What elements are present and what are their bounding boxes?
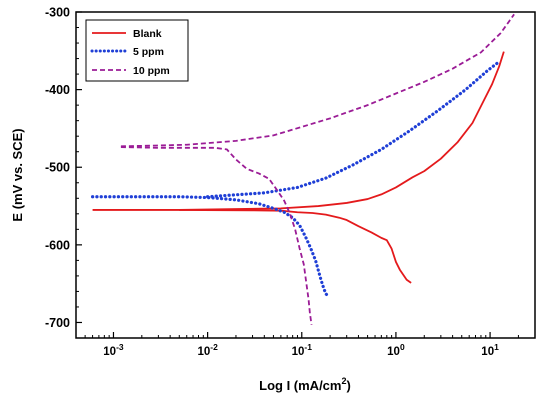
x-tick-base-0: 10	[103, 346, 116, 358]
series-layer	[90, 13, 515, 325]
series-1-cathodic-line	[90, 195, 331, 299]
series-1-anodic-line	[206, 60, 501, 199]
x-axis: 10-3 10-2 10-1 100 101	[75, 332, 536, 358]
y-axis: -300 -400 -500 -600 -700	[45, 6, 82, 339]
legend: Blank 5 ppm 10 ppm	[85, 19, 189, 82]
y-tick-label-0: -300	[45, 6, 70, 20]
x-tick-label-2: 10-1	[292, 342, 313, 358]
x-tick-base-3: 10	[387, 346, 400, 358]
x-tick-label-4: 101	[481, 342, 499, 358]
x-tick-label-3: 100	[387, 342, 405, 358]
x-tick-exponent-2: -1	[304, 342, 312, 352]
y-tick-label-4: -700	[45, 316, 70, 330]
x-tick-exponent-1: -2	[210, 342, 218, 352]
x-tick-exponent-3: 0	[400, 342, 405, 352]
series-2-cathodic-line	[120, 146, 313, 325]
x-tick-base-4: 10	[481, 346, 494, 358]
x-axis-label-main: Log I (mA/cm	[259, 378, 341, 393]
x-tick-base-2: 10	[292, 346, 305, 358]
series-0-anodic-line	[179, 51, 505, 211]
x-axis-label: Log I (mA/cm2)	[259, 376, 351, 393]
x-tick-base-1: 10	[197, 346, 210, 358]
x-tick-label-1: 10-2	[197, 342, 218, 358]
legend-label-blank: Blank	[133, 28, 162, 40]
plot-frame	[75, 11, 536, 339]
x-tick-exponent-4: 1	[494, 342, 499, 352]
x-axis-label-end: )	[347, 378, 351, 393]
series-0-cathodic-line	[92, 209, 412, 284]
x-tick-exponent-0: -3	[116, 342, 124, 352]
y-tick-label-2: -500	[45, 161, 70, 175]
x-tick-label-0: 10-3	[103, 342, 124, 358]
legend-label-5ppm: 5 ppm	[133, 46, 164, 58]
y-axis-label: E (mV vs. SCE)	[10, 128, 25, 221]
x-axis-label-sup: 2	[341, 376, 346, 386]
y-tick-label-1: -400	[45, 83, 70, 97]
legend-label-10ppm: 10 ppm	[133, 65, 170, 77]
y-tick-label-3: -600	[45, 238, 70, 252]
series-2-anodic-line	[120, 13, 515, 148]
